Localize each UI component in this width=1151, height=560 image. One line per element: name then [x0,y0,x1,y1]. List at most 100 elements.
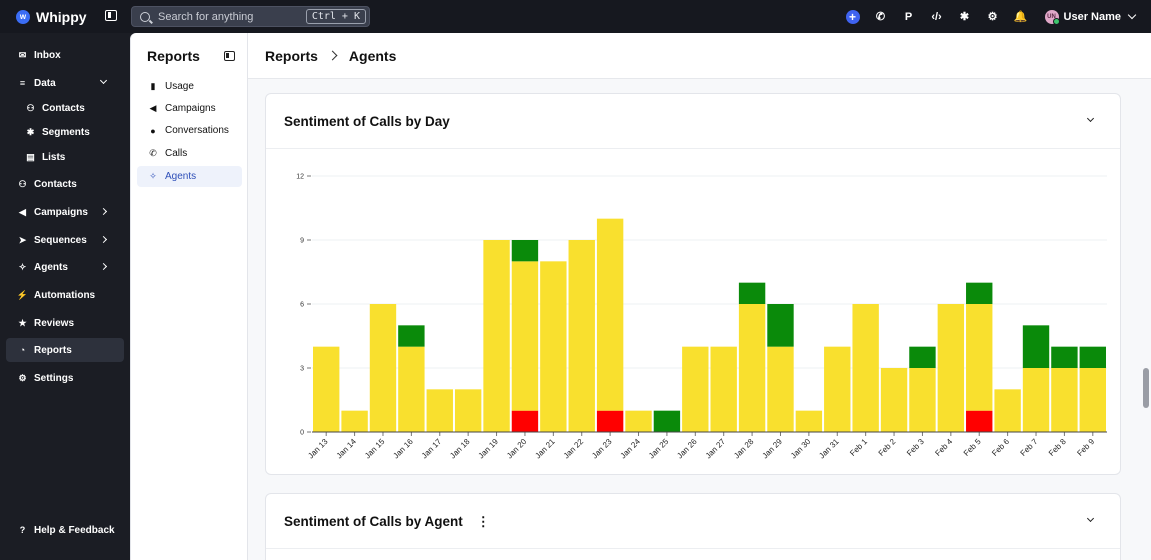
chevron-down-icon[interactable] [1086,114,1095,123]
subnav-item-usage[interactable]: ▮ Usage [137,76,242,97]
x-tick-label: Jan 17 [420,437,444,461]
chevron-right-icon [99,207,108,216]
bar-segment [625,410,652,432]
y-tick-label: 6 [300,302,304,309]
sidebar-item-label: Data [34,77,56,89]
sentiment-by-day-card: Sentiment of Calls by Day 0 3 6 9 12 Jan 13 Ja… [265,93,1121,475]
y-tick-label: 0 [300,430,304,437]
user-menu[interactable]: UN User Name [1044,9,1137,25]
sentiment-by-agent-card: Sentiment of Calls by Agent ⋮ [265,493,1121,560]
bell-icon[interactable]: 🔔 [1013,11,1028,23]
list-icon: ▤ [26,151,35,162]
sidebar-item-label: Sequences [34,234,87,246]
sidebar-item-automations[interactable]: ⚡ Automations [6,283,124,307]
bar-segment [738,282,766,304]
x-tick-label: Feb 1 [848,437,869,458]
x-tick-label: Jan 26 [675,437,699,461]
app-brand[interactable]: w Whippy [16,9,87,25]
phone-icon[interactable]: ✆ [875,11,886,23]
sidebar-item-label: Campaigns [34,206,88,218]
subnav-item-agents[interactable]: ✧ Agents [137,166,242,187]
sidebar-item-label: Agents [34,261,68,273]
bar-segment [568,240,595,432]
sidebar-item-agents[interactable]: ✧ Agents [6,255,124,279]
star-icon: ★ [18,317,27,328]
bar-segment [1022,368,1050,432]
x-tick-label: Jan 31 [817,437,841,461]
sidebar-item-contacts[interactable]: ⚇ Contacts [6,172,124,196]
card-header[interactable]: Sentiment of Calls by Day [266,94,1120,149]
card-title: Sentiment of Calls by Day [284,113,450,129]
x-tick-label: Jan 19 [477,437,501,461]
plus-icon[interactable]: + [839,0,867,33]
chevron-right-icon [99,235,108,244]
sidebar-item-data[interactable]: ≡ Data [6,71,124,95]
p-icon[interactable]: P [904,10,913,23]
search-input[interactable]: Search for anything Ctrl + K [131,6,370,27]
chevron-down-icon [99,76,108,85]
puzzle-icon[interactable]: ✱ [959,11,970,23]
panel-toggle-icon[interactable] [224,51,235,61]
bar-segment [511,261,539,411]
breadcrumb-root[interactable]: Reports [265,47,318,64]
sidebar-item-data-contacts[interactable]: ⚇ Contacts [6,96,124,120]
bar-segment [738,304,766,432]
sidebar-item-sequences[interactable]: ➤ Sequences [6,228,124,252]
sidebar-item-reviews[interactable]: ★ Reviews [6,311,124,335]
subnav-item-calls[interactable]: ✆ Calls [137,143,242,164]
x-tick-label: Jan 15 [363,437,387,461]
bar-segment [909,346,936,368]
bar-segment [1079,368,1106,432]
code-icon[interactable]: ‹/› [931,10,942,23]
gear-icon[interactable]: ⚙ [987,11,998,23]
avatar: UN [1044,9,1060,25]
main-content: Reports Agents Sentiment of Calls by Day… [248,33,1151,560]
x-tick-label: Feb 7 [1019,437,1040,458]
sidebar-item-settings[interactable]: ⚙ Settings [6,366,124,390]
subnav-item-campaigns[interactable]: ◀ Campaigns [137,98,242,119]
bar-segment [483,240,510,432]
database-icon: ≡ [19,78,26,88]
sidebar-item-inbox[interactable]: ✉ Inbox [6,43,124,67]
x-tick-label: Jan 18 [448,437,472,461]
help-icon: ? [19,525,26,535]
sidebar-item-campaigns[interactable]: ◀ Campaigns [6,200,124,224]
x-tick-label: Jan 28 [732,437,756,461]
sidebar-item-label: Automations [34,289,96,301]
sidebar-item-label: Contacts [34,178,77,190]
agent-icon: ✧ [18,261,27,272]
x-tick-label: Jan 22 [562,437,586,461]
sidebar-toggle-icon[interactable] [105,10,117,21]
bar-segment [369,304,397,432]
bar-segment [540,261,567,432]
lightning-icon: ⚡ [16,289,29,300]
bar-segment [682,346,709,432]
whippy-logo-icon: w [16,9,30,24]
subnav-title: Reports [147,48,200,64]
y-tick-label: 9 [300,238,304,245]
sidebar-item-label: Reports [34,344,72,356]
help-feedback-link[interactable]: ? Help & Feedback [6,518,124,542]
bar-segment [994,389,1021,432]
x-tick-label: Jan 27 [704,437,728,461]
y-tick-label: 3 [300,366,304,373]
user-name: User Name [1063,10,1121,23]
scrollbar-thumb[interactable] [1143,368,1149,408]
bar-segment [426,389,453,432]
breadcrumb: Reports Agents [248,33,1151,79]
inbox-icon: ✉ [18,49,27,60]
chevron-down-icon[interactable] [1086,514,1095,523]
sidebar-item-reports[interactable]: ◔ Reports [6,338,124,362]
sidebar-item-lists[interactable]: ▤ Lists [6,145,124,169]
sidebar-item-label: Inbox [34,49,61,61]
card-header[interactable]: Sentiment of Calls by Agent ⋮ [266,494,1120,549]
subnav-item-conversations[interactable]: ● Conversations [137,120,242,141]
pie-chart-icon: ◔ [19,345,26,355]
sidebar-item-label: Settings [34,372,74,384]
bar-segment [909,368,936,432]
bar-segment [511,410,539,432]
bar-segment [880,368,908,432]
bar-segment [937,304,965,432]
sidebar-item-segments[interactable]: ✱ Segments [6,120,124,144]
more-vertical-icon[interactable]: ⋮ [476,513,490,529]
